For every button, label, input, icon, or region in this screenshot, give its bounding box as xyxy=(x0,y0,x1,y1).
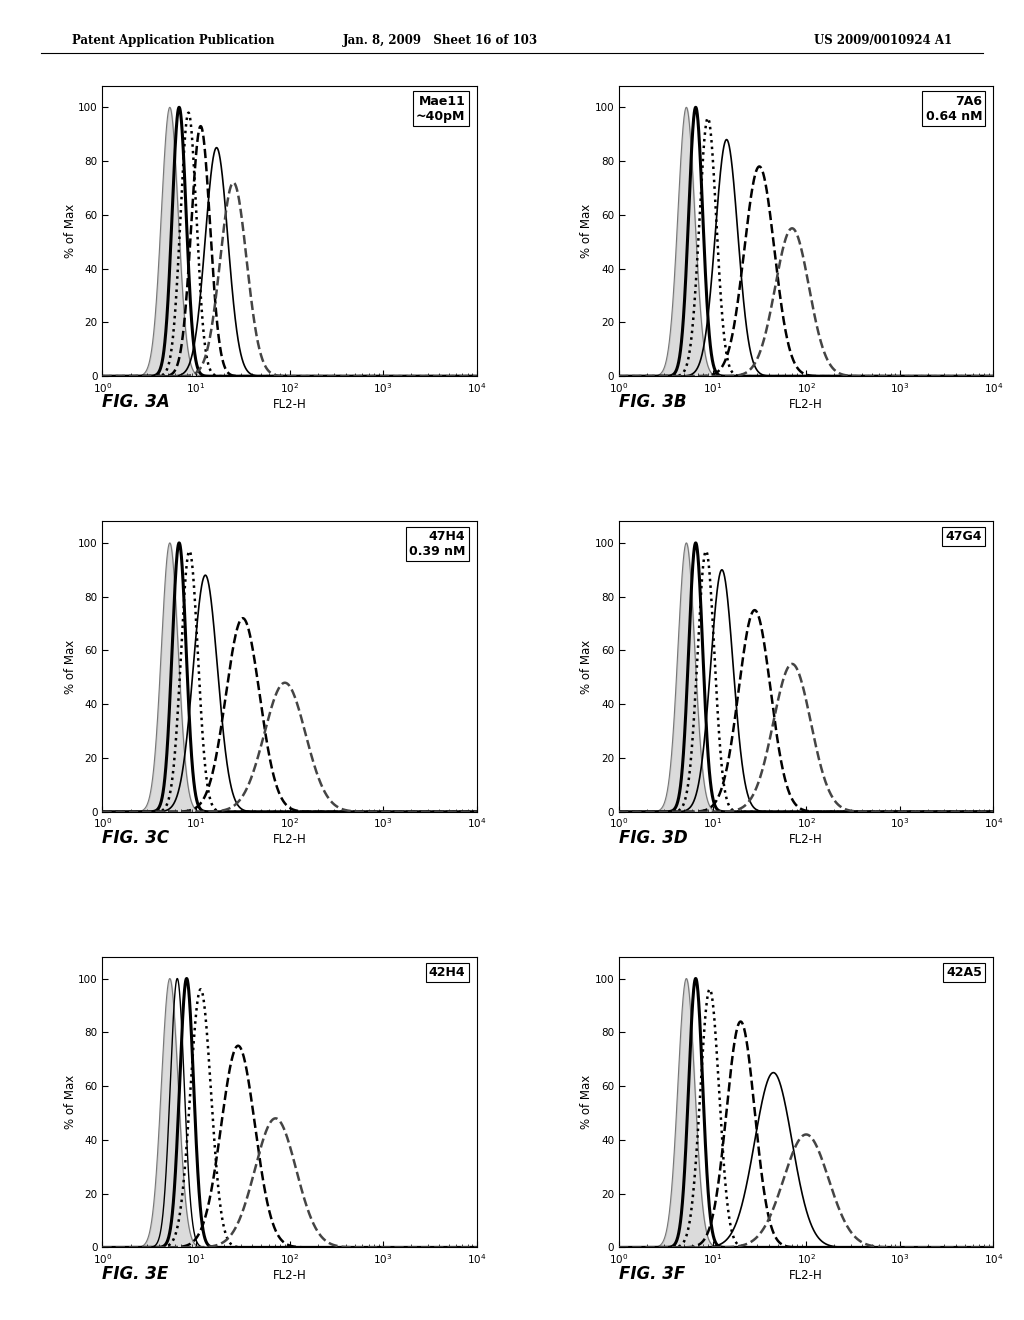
Text: 7A6
0.64 nM: 7A6 0.64 nM xyxy=(926,95,982,123)
Text: FIG. 3F: FIG. 3F xyxy=(618,1265,685,1283)
Text: US 2009/0010924 A1: US 2009/0010924 A1 xyxy=(814,34,952,48)
X-axis label: FL2-H: FL2-H xyxy=(790,833,823,846)
Text: FIG. 3C: FIG. 3C xyxy=(102,829,170,847)
X-axis label: FL2-H: FL2-H xyxy=(790,397,823,411)
Y-axis label: % of Max: % of Max xyxy=(63,1074,77,1130)
Y-axis label: % of Max: % of Max xyxy=(63,639,77,694)
Text: Patent Application Publication: Patent Application Publication xyxy=(72,34,274,48)
Text: Mae11
~40pM: Mae11 ~40pM xyxy=(416,95,466,123)
Y-axis label: % of Max: % of Max xyxy=(580,639,593,694)
X-axis label: FL2-H: FL2-H xyxy=(272,1269,306,1282)
X-axis label: FL2-H: FL2-H xyxy=(272,833,306,846)
Text: 42A5: 42A5 xyxy=(946,966,982,978)
Y-axis label: % of Max: % of Max xyxy=(580,203,593,259)
Text: 47H4
0.39 nM: 47H4 0.39 nM xyxy=(410,531,466,558)
Text: FIG. 3D: FIG. 3D xyxy=(618,829,687,847)
Text: FIG. 3B: FIG. 3B xyxy=(618,393,686,412)
Text: FIG. 3E: FIG. 3E xyxy=(102,1265,169,1283)
Y-axis label: % of Max: % of Max xyxy=(63,203,77,259)
X-axis label: FL2-H: FL2-H xyxy=(790,1269,823,1282)
X-axis label: FL2-H: FL2-H xyxy=(272,397,306,411)
Text: FIG. 3A: FIG. 3A xyxy=(102,393,170,412)
Y-axis label: % of Max: % of Max xyxy=(580,1074,593,1130)
Text: Jan. 8, 2009   Sheet 16 of 103: Jan. 8, 2009 Sheet 16 of 103 xyxy=(343,34,538,48)
Text: 47G4: 47G4 xyxy=(945,531,982,543)
Text: 42H4: 42H4 xyxy=(429,966,466,978)
